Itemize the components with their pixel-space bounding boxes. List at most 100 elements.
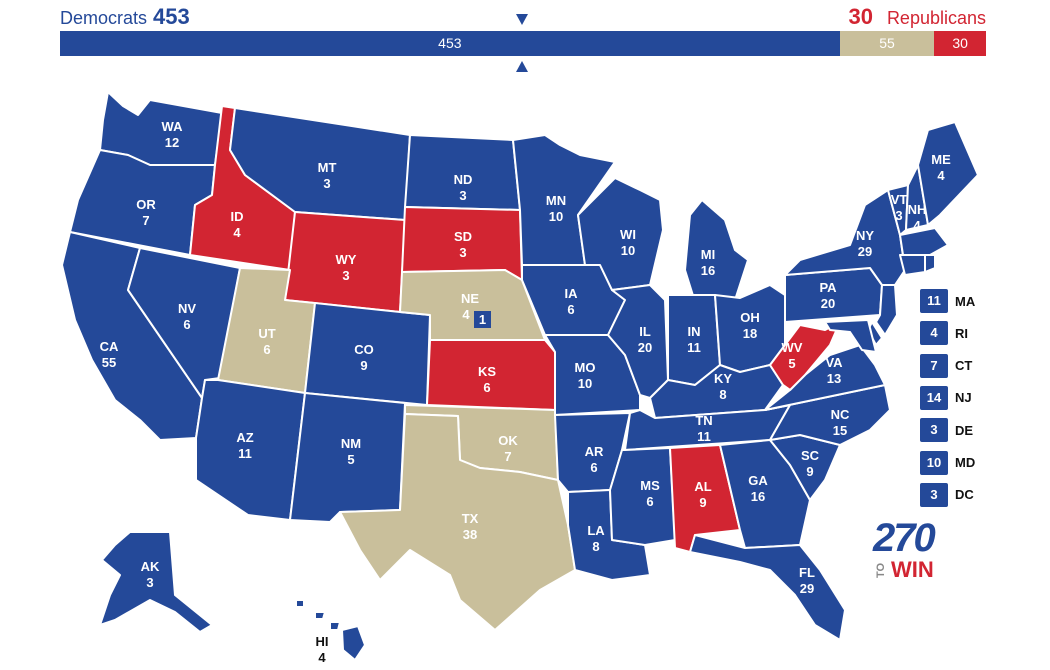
- state-ev-ID: 4: [233, 225, 241, 240]
- state-MN[interactable]: [512, 134, 616, 266]
- state-label-MT: MT: [318, 160, 337, 175]
- state-label-NE: NE: [461, 291, 479, 306]
- small-state-RI[interactable]: 4 RI: [920, 320, 968, 346]
- small-state-label-MA: MA: [955, 293, 976, 309]
- tossup-bar-segment: 55: [839, 31, 935, 56]
- state-label-OR: OR: [136, 197, 156, 212]
- state-MI[interactable]: [684, 199, 749, 303]
- small-state-DC[interactable]: 3 DC: [920, 482, 974, 508]
- state-ev-NM: 5: [347, 452, 354, 467]
- small-state-label-DE: DE: [955, 422, 974, 438]
- state-ev-MS: 6: [646, 494, 653, 509]
- state-MS[interactable]: [609, 447, 676, 546]
- state-label-WA: WA: [162, 119, 184, 134]
- state-TX[interactable]: [339, 413, 576, 631]
- state-label-WY: WY: [336, 252, 357, 267]
- state-ev-WV: 5: [788, 356, 795, 371]
- state-ev-VA: 13: [827, 371, 841, 386]
- dem-bar-segment: 453: [60, 31, 840, 56]
- small-state-label-MD: MD: [955, 455, 976, 470]
- state-label-NC: NC: [831, 407, 850, 422]
- state-ev-NY: 29: [858, 244, 872, 259]
- state-label-IL: IL: [639, 324, 651, 339]
- state-label-TX: TX: [462, 511, 479, 526]
- state-label-CA: CA: [100, 339, 119, 354]
- state-RI[interactable]: [924, 254, 936, 273]
- small-state-label-RI: RI: [955, 325, 968, 341]
- small-state-MD[interactable]: 10 MD: [920, 450, 975, 476]
- state-label-FL: FL: [799, 565, 815, 580]
- state-ev-MI: 16: [701, 263, 715, 278]
- state-AK[interactable]: [99, 531, 213, 633]
- small-state-MA[interactable]: 11 MA: [920, 288, 975, 314]
- state-label-WV: WV: [782, 340, 803, 355]
- small-state-NJ[interactable]: 14 NJ: [920, 385, 972, 411]
- small-state-ev-DC: 3: [920, 482, 948, 507]
- state-label-KS: KS: [478, 364, 496, 379]
- state-NY[interactable]: [784, 189, 906, 286]
- electoral-vote-bar: 453 55 30: [60, 31, 986, 56]
- midpoint-marker-top: [516, 14, 528, 25]
- state-ev-NC: 15: [833, 423, 847, 438]
- state-ev-UT: 6: [263, 342, 270, 357]
- state-IL[interactable]: [607, 284, 669, 399]
- state-ev-NE: 4: [462, 307, 470, 322]
- state-MD[interactable]: [824, 319, 877, 353]
- state-label-SD: SD: [454, 229, 472, 244]
- democrats-total: 453: [153, 4, 190, 29]
- state-NJ[interactable]: [875, 284, 898, 336]
- state-ev-AK: 3: [146, 575, 153, 590]
- state-ev-MN: 10: [549, 209, 563, 224]
- state-ev-OR: 7: [142, 213, 149, 228]
- state-ev-OH: 18: [743, 326, 757, 341]
- state-ev-HI: 4: [318, 650, 326, 665]
- state-ev-AL: 9: [699, 495, 706, 510]
- state-label-AL: AL: [694, 479, 711, 494]
- state-ev-OK: 7: [504, 449, 511, 464]
- state-label-VA: VA: [825, 355, 843, 370]
- state-label-ME: ME: [931, 152, 951, 167]
- state-label-NM: NM: [341, 436, 361, 451]
- state-label-MN: MN: [546, 193, 566, 208]
- state-HI[interactable]: [295, 599, 366, 661]
- small-state-ev-MD: 10: [920, 450, 948, 475]
- state-ev-TX: 38: [463, 527, 477, 542]
- state-label-KY: KY: [714, 371, 732, 386]
- state-label-NH: NH: [908, 202, 927, 217]
- state-ev-TN: 11: [697, 429, 711, 444]
- state-WV[interactable]: [769, 321, 841, 391]
- state-ev-WY: 3: [342, 268, 349, 283]
- democrats-header: Democrats 453: [60, 4, 190, 30]
- republicans-header: 30 Republicans: [848, 4, 986, 30]
- small-state-ev-CT: 7: [920, 353, 948, 378]
- state-ME[interactable]: [917, 121, 979, 226]
- state-ev-CO: 9: [360, 358, 367, 373]
- state-FL[interactable]: [689, 534, 846, 641]
- small-state-DE[interactable]: 3 DE: [920, 417, 973, 443]
- state-ev-GA: 16: [751, 489, 765, 504]
- state-ev-CA: 55: [102, 355, 116, 370]
- state-ev-SC: 9: [806, 464, 813, 479]
- state-MA[interactable]: [899, 227, 949, 256]
- state-label-AZ: AZ: [236, 430, 253, 445]
- state-WI[interactable]: [577, 177, 664, 291]
- republicans-label: Republicans: [886, 8, 986, 28]
- state-NC[interactable]: [764, 384, 891, 446]
- state-CT[interactable]: [899, 254, 926, 276]
- small-state-ev-DE: 3: [920, 418, 948, 443]
- state-ev-NH: 4: [913, 218, 921, 233]
- state-label-SC: SC: [801, 448, 820, 463]
- small-state-ev-RI: 4: [920, 321, 948, 346]
- state-ev-VT: 3: [895, 208, 902, 223]
- midpoint-marker-bottom: [516, 61, 528, 72]
- logo-to: TO: [875, 562, 887, 578]
- state-label-ND: ND: [454, 172, 473, 187]
- state-PA[interactable]: [784, 267, 883, 323]
- small-state-CT[interactable]: 7 CT: [920, 353, 972, 379]
- state-label-VT: VT: [891, 192, 908, 207]
- state-label-UT: UT: [258, 326, 275, 341]
- state-ev-MT: 3: [323, 176, 330, 191]
- state-ev-IN: 11: [687, 340, 701, 355]
- state-label-NV: NV: [178, 301, 196, 316]
